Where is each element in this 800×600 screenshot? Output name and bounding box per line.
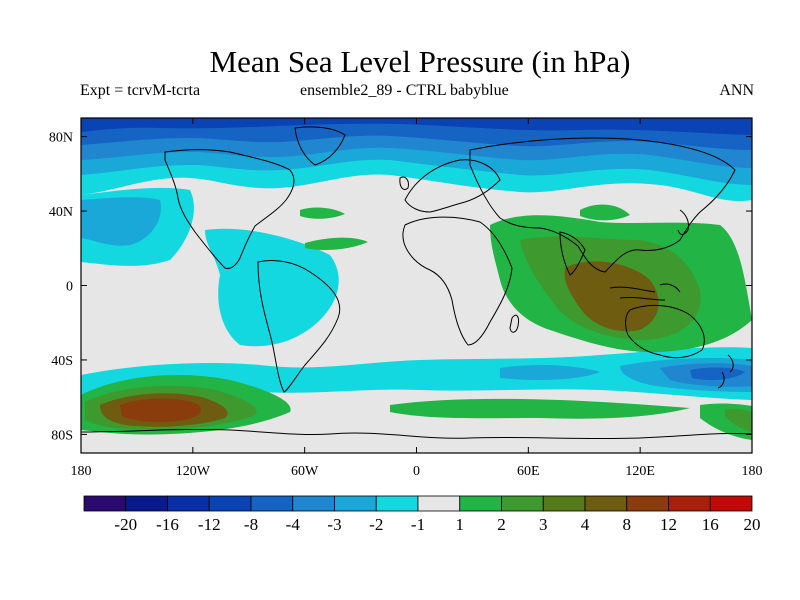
north-pacific-negative-core bbox=[81, 197, 161, 246]
colorbar-label: -1 bbox=[411, 515, 425, 534]
madagascar-coast bbox=[509, 314, 519, 333]
lon-tick-label: 180 bbox=[71, 464, 92, 479]
indian-ocean-positive-peak bbox=[564, 261, 659, 332]
south-america-coast bbox=[257, 259, 341, 393]
south-negative-core bbox=[500, 365, 600, 380]
colorbar-label: -12 bbox=[198, 515, 221, 534]
lat-tick-label: 80N bbox=[49, 131, 73, 146]
indonesia-coast bbox=[609, 283, 681, 301]
colorbar-label: -2 bbox=[369, 515, 383, 534]
north-america-coast bbox=[164, 149, 295, 269]
lon-tick-label: 120W bbox=[176, 464, 211, 479]
colorbar-swatch bbox=[542, 495, 586, 512]
africa-coast bbox=[402, 216, 513, 346]
australia-coast bbox=[625, 305, 705, 359]
contour-fields bbox=[81, 118, 752, 453]
lon-tick-label: 180 bbox=[742, 464, 763, 479]
colorbar-swatch bbox=[375, 495, 419, 512]
colorbar-swatch bbox=[83, 495, 127, 512]
colorbar-swatch bbox=[167, 495, 210, 512]
colorbar-swatch bbox=[125, 495, 168, 512]
season-label: ANN bbox=[719, 82, 754, 99]
colorbar-swatch bbox=[668, 495, 711, 512]
colorbar-label: -8 bbox=[244, 515, 258, 534]
experiment-label: Expt = tcrvM-tcrta bbox=[80, 82, 201, 99]
india-coast bbox=[559, 231, 586, 276]
atlantic-tropic-positive bbox=[305, 237, 368, 250]
southern-ocean-positive bbox=[390, 398, 690, 419]
lon-tick-label: 120E bbox=[625, 464, 655, 479]
colorbar-swatch bbox=[292, 495, 335, 512]
colorbar: -20 -16 -12 -8 -4 -3 -2 -1 1 2 3 4 8 12 16 20 bbox=[83, 495, 761, 534]
lon-tick-label: 60W bbox=[291, 464, 319, 479]
colorbar-label: -3 bbox=[327, 515, 341, 534]
colorbar-swatch bbox=[626, 495, 669, 512]
lat-tick-label: 0 bbox=[66, 280, 73, 295]
page-title: Mean Sea Level Pressure (in hPa) bbox=[209, 44, 631, 79]
lat-axis: 80N 40N 0 40S 80S bbox=[49, 131, 752, 443]
greenland-coast bbox=[294, 126, 346, 166]
atlantic-negative bbox=[205, 228, 339, 347]
colorbar-swatch bbox=[459, 495, 502, 512]
new-zealand-coast bbox=[717, 354, 734, 389]
colorbar-label: -20 bbox=[114, 515, 137, 534]
colorbar-swatch bbox=[584, 495, 628, 512]
colorbar-swatch bbox=[709, 495, 753, 512]
colorbar-swatch bbox=[417, 495, 461, 512]
lon-axis: 180 120W 60W 0 60E 120E 180 bbox=[71, 118, 763, 479]
ensemble-label: ensemble2_89 - CTRL babyblue bbox=[300, 82, 509, 99]
southern-ocean-positive-east-core bbox=[725, 409, 752, 432]
colorbar-label: -4 bbox=[286, 515, 301, 534]
colorbar-label: 3 bbox=[539, 515, 548, 534]
colorbar-label: 12 bbox=[660, 515, 677, 534]
colorbar-swatch bbox=[501, 495, 544, 512]
colorbar-swatch bbox=[334, 495, 377, 512]
colorbar-label: -16 bbox=[156, 515, 179, 534]
antarctic-strip bbox=[81, 437, 752, 453]
uk-coast bbox=[399, 176, 409, 191]
japan-coast bbox=[677, 209, 689, 235]
colorbar-swatch bbox=[250, 495, 294, 512]
asia-coast bbox=[469, 137, 736, 273]
south-pacific-positive-peak bbox=[120, 398, 202, 423]
colorbar-label: 16 bbox=[702, 515, 719, 534]
lat-tick-label: 40N bbox=[49, 205, 73, 220]
lon-tick-label: 60E bbox=[517, 464, 540, 479]
colorbar-label: 1 bbox=[456, 515, 465, 534]
colorbar-label: 4 bbox=[581, 515, 590, 534]
lat-tick-label: 80S bbox=[51, 428, 73, 443]
lon-tick-label: 0 bbox=[413, 464, 420, 479]
colorbar-swatch bbox=[208, 495, 252, 512]
colorbar-label: 2 bbox=[497, 515, 506, 534]
colorbar-label: 20 bbox=[744, 515, 761, 534]
coastlines bbox=[81, 126, 752, 440]
antarctica-coast bbox=[81, 428, 752, 440]
mediterranean-positive bbox=[300, 207, 345, 219]
lat-tick-label: 40S bbox=[51, 354, 73, 369]
colorbar-label: 8 bbox=[623, 515, 632, 534]
asia-positive-patch bbox=[580, 204, 630, 221]
north-pole-band bbox=[81, 118, 752, 135]
europe-coast bbox=[404, 159, 501, 213]
